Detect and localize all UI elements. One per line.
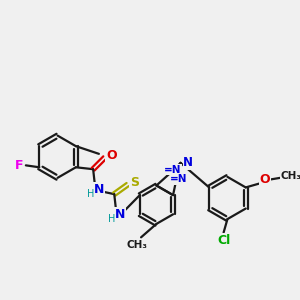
Text: H: H — [108, 214, 115, 224]
Text: Cl: Cl — [217, 234, 230, 247]
Text: =N: =N — [170, 174, 188, 184]
Text: =N: =N — [164, 165, 182, 175]
Text: N: N — [94, 183, 104, 196]
Text: CH₃: CH₃ — [280, 171, 300, 181]
Text: S: S — [130, 176, 139, 189]
Text: F: F — [15, 159, 23, 172]
Text: H: H — [87, 189, 94, 199]
Text: N: N — [115, 208, 125, 221]
Text: CH₃: CH₃ — [127, 240, 148, 250]
Text: O: O — [106, 149, 117, 162]
Text: O: O — [260, 173, 270, 186]
Text: N: N — [183, 156, 193, 170]
